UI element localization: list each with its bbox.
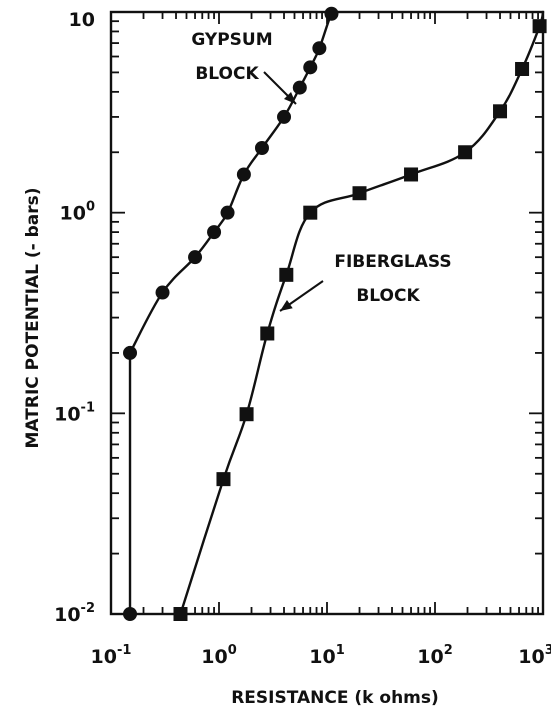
fiberglass-data-point [303,205,318,220]
gypsum-data-point [123,345,138,360]
gypsum-data-point [207,225,222,240]
fiberglass-data-point [173,607,188,621]
x-tick-label: 103 [518,643,551,668]
plot-frame [109,10,545,616]
gypsum-label: BLOCK [195,64,259,84]
gypsum-data-point [155,285,170,300]
y-tick-label: 10-1 [54,400,95,425]
gypsum-data-point [303,60,318,75]
y-tick-label: 10-2 [54,601,95,626]
fiberglass-data-point [493,104,508,119]
fiberglass-data-point [515,61,530,76]
tick-label-layer: 10-1 100 101 102 103 10-2 10-1 100 10 [54,9,551,668]
gypsum-data-point [236,167,251,182]
fiberglass-data-point [532,19,547,34]
series-layer [123,6,547,621]
gypsum-label: GYPSUM [191,30,272,50]
gypsum-data-point [277,109,292,124]
fiberglass-data-point [458,145,473,160]
gypsum-data-point [220,205,235,220]
y-tick-label: 10 [69,9,95,31]
fiberglass-series-line [179,10,545,616]
x-tick-label: 102 [417,643,453,668]
fiberglass-data-point [279,267,294,282]
x-tick-label: 100 [201,643,237,668]
gypsum-data-point [254,141,269,156]
fiberglass-data-point [260,326,275,341]
x-axis-title: RESISTANCE (k ohms) [231,688,439,708]
fiberglass-data-point [404,167,419,182]
fiberglass-label: FIBERGLASS [334,252,451,272]
fiberglass-arrow-head [280,300,293,311]
y-tick-label: 100 [60,200,96,225]
fiberglass-label: BLOCK [356,286,420,306]
y-axis-title: MATRIC POTENTIAL (- bars) [23,188,43,449]
gypsum-data-point [312,41,327,56]
x-tick-label: 101 [309,643,345,668]
fiberglass-data-point [216,472,231,487]
gypsum-data-point [292,80,307,95]
x-tick-label: 10-1 [91,643,132,668]
fiberglass-data-point [239,407,254,422]
gypsum-arrow-head [283,91,296,104]
gypsum-data-point [188,250,203,265]
fiberglass-data-point [352,186,367,201]
annotation-layer: GYPSUM BLOCK FIBERGLASS BLOCK [191,30,452,312]
plot-area [109,10,545,616]
gypsum-data-point [324,6,339,21]
gypsum-data-point [123,607,138,621]
